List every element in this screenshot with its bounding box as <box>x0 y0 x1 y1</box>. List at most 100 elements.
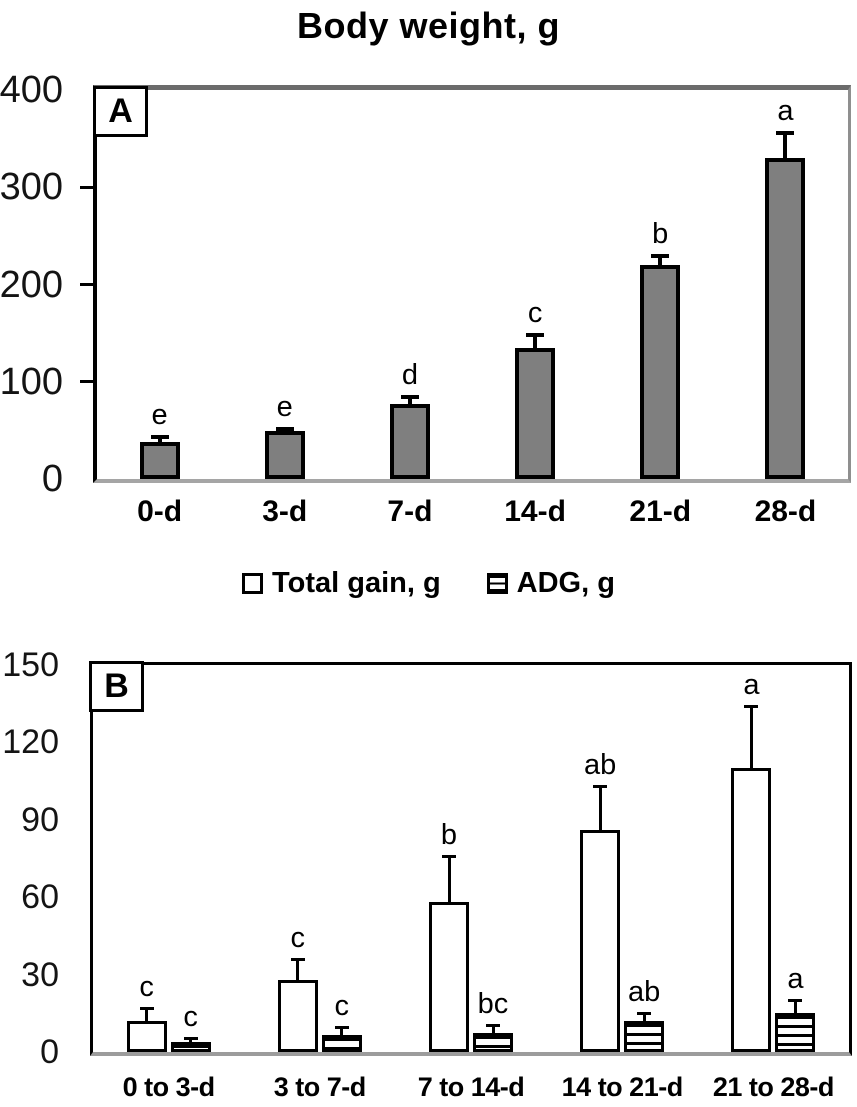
error-bar-stem <box>783 132 788 159</box>
error-bar-stem <box>533 334 538 349</box>
error-bar-cap <box>139 1007 154 1010</box>
error-bar-cap <box>442 855 456 858</box>
x-category-label: 21 to 28-d <box>712 1072 835 1102</box>
error-bar-cap <box>744 705 759 708</box>
error-bar-stem <box>340 1027 344 1036</box>
bar <box>580 830 621 1052</box>
x-category-label: 0 to 3-d <box>122 1072 216 1102</box>
bar <box>640 265 681 479</box>
bar <box>624 1021 665 1052</box>
x-category-label: 21-d <box>629 495 692 528</box>
error-bar-stem <box>749 706 753 769</box>
x-category-label: 0-d <box>137 495 183 528</box>
panel-a-label: A <box>93 86 148 137</box>
significance-letter: ab <box>584 749 617 781</box>
legend-item-total-gain: Total gain, g <box>242 567 441 600</box>
significance-letter: c <box>290 922 306 954</box>
error-bar-cap <box>400 395 419 399</box>
error-bar-stem <box>189 1038 193 1043</box>
bar <box>139 442 180 479</box>
bar <box>389 404 430 479</box>
significance-letter: b <box>440 819 458 851</box>
error-bar-cap <box>593 785 608 788</box>
x-category-label: 28-d <box>754 495 817 528</box>
bar <box>126 1021 167 1052</box>
x-category-label: 3 to 7-d <box>273 1072 367 1102</box>
legend-label-adg: ADG, g <box>516 567 615 599</box>
significance-letter: d <box>401 359 418 391</box>
error-bar-cap <box>637 1012 652 1015</box>
white-square-icon <box>242 573 264 594</box>
bar <box>264 431 305 479</box>
panel-b-label: B <box>89 661 144 712</box>
bar <box>473 1033 513 1052</box>
x-category-label: 7-d <box>387 495 433 528</box>
error-bar-stem <box>145 1008 149 1022</box>
bar <box>775 1013 816 1052</box>
y-axis-tick-label: 120 <box>2 723 59 762</box>
significance-letter: e <box>151 399 168 431</box>
error-bar-stem <box>642 1013 646 1022</box>
panel-a-plot-area: A 0 100 200 300 400 e 0-d e 3-d d 7-d c 14-d b 21-d a 28… <box>0 69 851 528</box>
significance-letter: bc <box>477 988 509 1020</box>
significance-letter: ab <box>628 976 661 1008</box>
striped-square-icon <box>486 573 508 594</box>
significance-letter: b <box>652 218 669 250</box>
y-axis-tick-label: 150 <box>2 646 59 684</box>
significance-letter: c <box>334 990 350 1022</box>
legend-item-adg: ADG, g <box>486 567 615 600</box>
error-bar-cap <box>150 435 169 439</box>
x-category-label: 14-d <box>504 495 566 528</box>
error-bar-stem <box>598 786 602 831</box>
y-axis-tick <box>80 380 93 384</box>
error-bar-cap <box>290 958 305 961</box>
error-bar-cap <box>776 131 795 135</box>
bar <box>731 768 772 1052</box>
y-axis-tick-label: 60 <box>21 878 59 917</box>
bar <box>765 158 806 479</box>
panel-b-plot-area: B 0 30 60 90 120 150 c c 0 to 3-d c c 3 to 7-d b bc 7 … <box>2 646 852 1102</box>
error-bar-stem <box>491 1025 495 1034</box>
significance-letter: a <box>743 669 760 701</box>
bar <box>277 980 318 1052</box>
error-bar-cap <box>275 427 294 431</box>
error-bar-cap <box>788 999 803 1002</box>
bar <box>515 348 556 479</box>
error-bar-stem <box>658 255 663 266</box>
bar <box>170 1042 211 1052</box>
legend: Total gain, g ADG, g <box>0 567 857 600</box>
error-bar-cap <box>651 254 670 258</box>
y-axis-tick-label: 100 <box>0 360 63 403</box>
error-bar-stem <box>407 396 412 405</box>
bar <box>429 902 469 1052</box>
x-category-label: 3-d <box>262 495 308 528</box>
error-bar-cap <box>334 1026 349 1029</box>
error-bar-cap <box>183 1037 198 1040</box>
figure-title: Body weight, g <box>297 5 560 46</box>
significance-letter: a <box>777 95 794 127</box>
significance-letter: c <box>527 297 543 329</box>
error-bar-stem <box>793 1000 797 1014</box>
y-axis-tick-label: 300 <box>0 166 63 209</box>
significance-letter: c <box>139 971 154 1003</box>
x-category-label: 7 to 14-d <box>417 1072 525 1102</box>
significance-letter: a <box>787 963 804 995</box>
significance-letter: c <box>183 1001 198 1033</box>
error-bar-stem <box>447 856 451 903</box>
error-bar-stem <box>157 436 162 443</box>
y-axis-tick-label: 90 <box>21 800 59 839</box>
legend-label-total-gain: Total gain, g <box>272 567 441 599</box>
error-bar-stem <box>296 959 300 981</box>
x-category-label: 14 to 21-d <box>561 1072 684 1102</box>
bar <box>321 1035 362 1052</box>
y-axis-tick-label: 200 <box>0 263 63 306</box>
error-bar-cap <box>486 1024 500 1027</box>
error-bar-cap <box>526 333 545 337</box>
y-axis-tick <box>80 283 93 286</box>
y-axis-tick <box>80 185 93 189</box>
y-axis-tick-label: 30 <box>21 955 59 994</box>
y-axis-tick-label: 400 <box>0 69 63 111</box>
y-axis-tick-label: 0 <box>41 458 63 500</box>
significance-letter: e <box>276 391 293 423</box>
y-axis-tick-label: 0 <box>40 1033 59 1071</box>
